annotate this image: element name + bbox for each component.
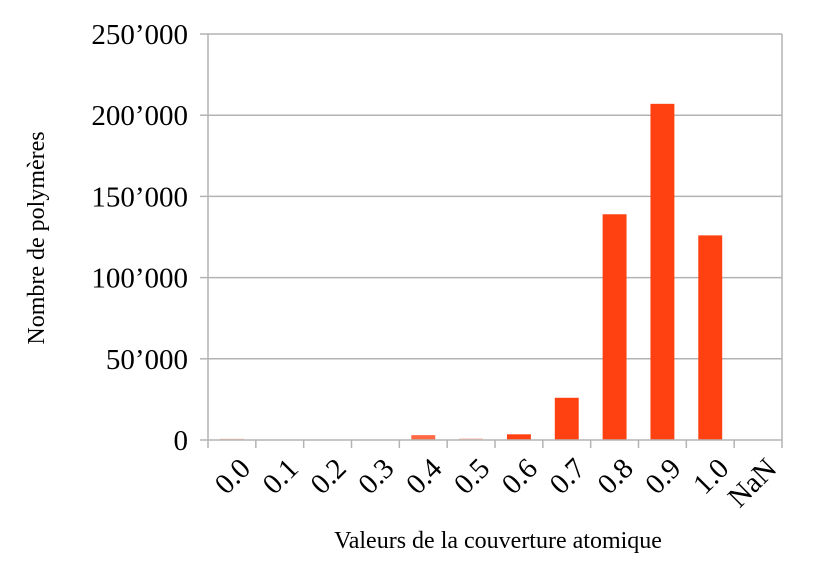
x-tick-label: 0.0 [209,452,257,500]
x-tick-label: 0.6 [496,452,544,500]
y-tick-label: 0 [174,425,189,457]
bar-0.5 [459,438,484,440]
bar-0.9 [650,103,675,440]
y-axis-title: Nombre de polymères [24,131,50,344]
x-tick-label: 0.3 [352,452,400,500]
x-tick-label: 0.4 [400,452,449,501]
bar-0.7 [554,397,579,440]
grid-lines [208,33,782,360]
bars [219,103,723,441]
x-tick-label: 0.2 [304,452,352,500]
bar-1.0 [698,235,723,440]
bar-0.6 [506,434,531,440]
y-tick-label: 250’000 [91,19,188,51]
bar-0.4 [411,435,436,440]
y-tick-label: 150’000 [91,181,188,213]
y-tick-label: 100’000 [91,263,188,295]
x-tick-label: 0.8 [591,452,639,500]
y-tick-label: 200’000 [91,100,188,132]
x-tick-label: 0.9 [639,452,687,500]
y-tick-labels: 0 50’000 100’000 150’000 200’000 250’000 [91,19,188,457]
x-axis-title: Valeurs de la couverture atomique [334,528,662,554]
y-tick-label: 50’000 [106,344,188,376]
bar-0.8 [602,214,627,440]
x-tick-label: 0.7 [544,452,592,500]
x-tick-label: 0.1 [257,452,305,500]
x-tick-label: NaN [722,452,783,513]
axes [200,33,783,448]
x-tick-label: 0.5 [448,452,496,500]
